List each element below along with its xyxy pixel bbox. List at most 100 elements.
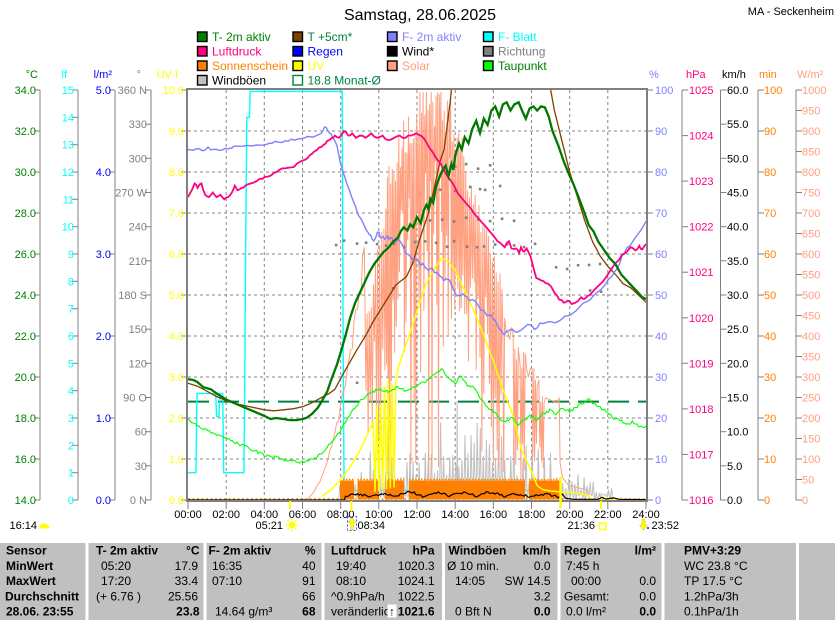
svg-text:0.0: 0.0 — [96, 495, 111, 507]
svg-text:30.0: 30.0 — [15, 167, 36, 179]
svg-text:0.0: 0.0 — [534, 559, 551, 573]
svg-text:F- Blatt: F- Blatt — [498, 30, 537, 44]
svg-text:Solar: Solar — [402, 59, 430, 73]
svg-text:270 W: 270 W — [115, 188, 147, 200]
svg-text:Windböen: Windböen — [449, 544, 507, 558]
svg-text:300: 300 — [129, 153, 147, 165]
svg-text:26.0: 26.0 — [15, 249, 36, 261]
svg-text:150: 150 — [802, 434, 820, 446]
svg-text:30.0: 30.0 — [727, 290, 748, 302]
svg-text:10: 10 — [62, 222, 74, 234]
svg-text:^0.9hPa/h: ^0.9hPa/h — [331, 589, 385, 603]
svg-text:7: 7 — [68, 304, 74, 316]
svg-text:SW 14.5: SW 14.5 — [504, 574, 550, 588]
svg-text:min: min — [759, 69, 777, 81]
svg-text:30: 30 — [655, 372, 667, 384]
svg-text:66: 66 — [302, 589, 316, 603]
svg-text:34.0: 34.0 — [15, 85, 36, 97]
svg-text:1020: 1020 — [689, 313, 713, 325]
svg-text:50: 50 — [655, 290, 667, 302]
svg-text:lf: lf — [62, 69, 68, 81]
svg-text:Samstag, 28.06.2025: Samstag, 28.06.2025 — [344, 7, 496, 24]
svg-text:1021: 1021 — [689, 267, 713, 279]
svg-text:850: 850 — [802, 147, 820, 159]
svg-text:Luftdruck: Luftdruck — [212, 45, 262, 59]
svg-text:%: % — [305, 544, 316, 558]
svg-text:20.0: 20.0 — [15, 372, 36, 384]
svg-text:23.8: 23.8 — [176, 605, 200, 619]
svg-text:91: 91 — [302, 574, 316, 588]
svg-text:F- 2m aktiv: F- 2m aktiv — [209, 544, 272, 558]
svg-text:0.0: 0.0 — [727, 495, 742, 507]
svg-text:1024: 1024 — [689, 131, 713, 143]
svg-text:4.0: 4.0 — [96, 167, 111, 179]
svg-text:hPa: hPa — [412, 544, 434, 558]
svg-text:32.0: 32.0 — [15, 126, 36, 138]
svg-text:35.0: 35.0 — [727, 256, 748, 268]
svg-text:Sensor: Sensor — [6, 544, 47, 558]
svg-text:1022: 1022 — [689, 222, 713, 234]
svg-text:1024.1: 1024.1 — [398, 574, 435, 588]
svg-text:15.0: 15.0 — [727, 393, 748, 405]
svg-text:12: 12 — [62, 167, 74, 179]
svg-text:T- 2m aktiv: T- 2m aktiv — [96, 544, 158, 558]
svg-text:450: 450 — [802, 311, 820, 323]
svg-text:l/m²: l/m² — [94, 69, 113, 81]
svg-text:1: 1 — [68, 468, 74, 480]
svg-text:3: 3 — [68, 413, 74, 425]
svg-text:600: 600 — [802, 249, 820, 261]
svg-text:3.2: 3.2 — [534, 589, 551, 603]
svg-text:14: 14 — [62, 112, 74, 124]
svg-text:90 O: 90 O — [123, 393, 147, 405]
svg-text:18.8 Monat-Ø: 18.8 Monat-Ø — [308, 74, 381, 88]
svg-text:24.0: 24.0 — [15, 290, 36, 302]
svg-text:60.0: 60.0 — [727, 85, 748, 97]
svg-text:6.0: 6.0 — [169, 249, 184, 261]
svg-text:Sonnenschein: Sonnenschein — [212, 59, 288, 73]
svg-text:04:00: 04:00 — [251, 509, 279, 521]
svg-text:33.4: 33.4 — [175, 574, 199, 588]
svg-text:7:45 h: 7:45 h — [566, 559, 599, 573]
svg-text:UV-I: UV-I — [157, 69, 178, 81]
svg-text:6: 6 — [68, 331, 74, 343]
svg-text:3.0: 3.0 — [96, 249, 111, 261]
svg-text:30: 30 — [764, 372, 776, 384]
svg-text:180 S: 180 S — [118, 290, 147, 302]
svg-text:10.0: 10.0 — [727, 427, 748, 439]
svg-text:02:00: 02:00 — [212, 509, 240, 521]
svg-text:90: 90 — [655, 126, 667, 138]
svg-text:PMV+3:29: PMV+3:29 — [684, 544, 741, 558]
svg-text:14:00: 14:00 — [441, 509, 469, 521]
svg-text:950: 950 — [802, 106, 820, 118]
svg-text:0 Bft N: 0 Bft N — [455, 605, 492, 619]
svg-text:07:10: 07:10 — [212, 574, 242, 588]
svg-text:16:14: 16:14 — [9, 520, 37, 532]
svg-text:68: 68 — [302, 605, 316, 619]
svg-text:22.0: 22.0 — [15, 331, 36, 343]
svg-text:8.0: 8.0 — [169, 167, 184, 179]
svg-text:0.0: 0.0 — [639, 605, 656, 619]
svg-text:T +5cm*: T +5cm* — [308, 30, 353, 44]
svg-text:Regen: Regen — [564, 544, 601, 558]
svg-text:Gesamt:: Gesamt: — [564, 589, 609, 603]
svg-text:40: 40 — [764, 331, 776, 343]
svg-text:↑: ↑ — [389, 605, 395, 619]
svg-text:UV: UV — [308, 59, 325, 73]
svg-text:0: 0 — [802, 495, 808, 507]
svg-text:8: 8 — [68, 276, 74, 288]
svg-text:50.0: 50.0 — [727, 153, 748, 165]
svg-text:360 N: 360 N — [118, 85, 147, 97]
svg-text:Durchschnitt: Durchschnitt — [5, 589, 79, 603]
svg-text:MA - Seckenheim: MA - Seckenheim — [748, 6, 834, 18]
svg-text:16:35: 16:35 — [212, 559, 242, 573]
svg-text:40: 40 — [302, 559, 316, 573]
svg-text:9.0: 9.0 — [169, 126, 184, 138]
svg-text:10: 10 — [655, 454, 667, 466]
svg-text:70: 70 — [764, 208, 776, 220]
svg-text:550: 550 — [802, 270, 820, 282]
svg-text:10.0: 10.0 — [163, 85, 184, 97]
svg-text:21:36: 21:36 — [567, 520, 595, 532]
svg-text:0.0: 0.0 — [639, 589, 656, 603]
svg-text:120: 120 — [129, 358, 147, 370]
svg-text:20:00: 20:00 — [556, 509, 584, 521]
